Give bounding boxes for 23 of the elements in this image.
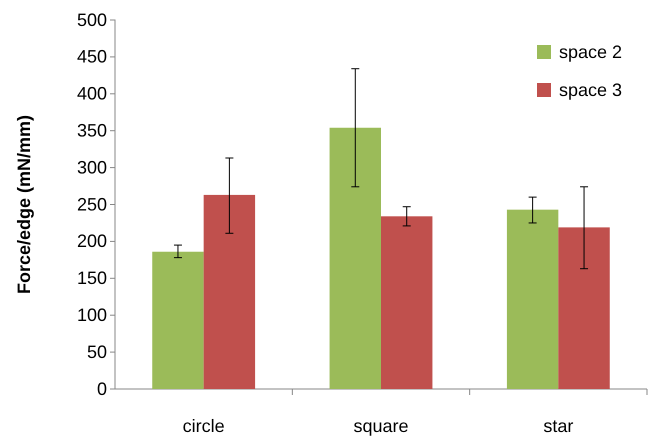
- y-tick-label: 400: [76, 84, 107, 104]
- y-tick-label: 100: [76, 304, 107, 325]
- x-tick-label: square: [353, 416, 409, 436]
- y-tick-label: 250: [76, 194, 107, 214]
- bar: [381, 216, 432, 389]
- x-tick-label: star: [543, 416, 574, 436]
- legend-label: space 2: [559, 42, 622, 62]
- legend-label: space 3: [559, 80, 622, 100]
- bar: [558, 227, 610, 389]
- y-tick-label: 0: [96, 378, 107, 399]
- bar: [152, 252, 204, 389]
- bar: [204, 194, 256, 389]
- y-axis-title: Force/edge (mN/mm): [14, 114, 34, 294]
- y-tick-label: 500: [76, 10, 107, 30]
- bar: [330, 128, 381, 389]
- y-tick-label: 350: [76, 120, 107, 140]
- y-tick-label: 200: [76, 231, 107, 252]
- y-tick-label: 50: [86, 342, 107, 362]
- y-tick-label: 450: [76, 46, 107, 67]
- y-tick-label: 150: [76, 268, 107, 288]
- x-tick-label: circle: [182, 416, 225, 436]
- bar: [506, 210, 558, 389]
- y-tick-label: 300: [76, 157, 107, 178]
